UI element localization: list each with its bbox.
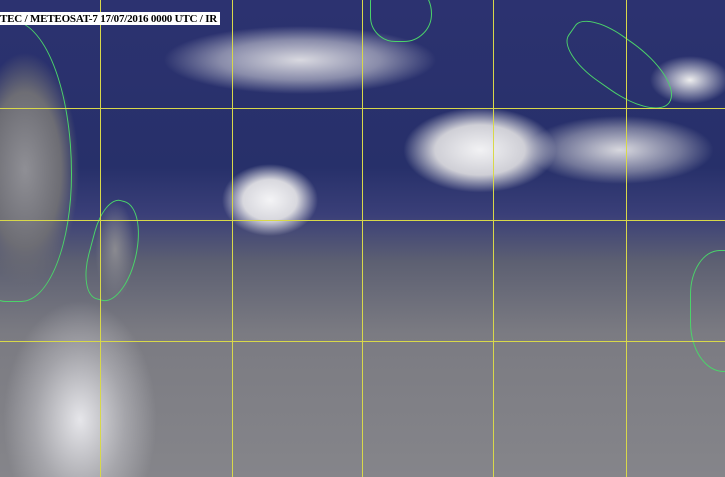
grid-line [100,0,101,477]
india-coastline [370,0,432,42]
grid-line [0,341,725,342]
grid-line [493,0,494,477]
africa-coastline [0,20,72,302]
grid-line [626,0,627,477]
grid-line [0,108,725,109]
indonesia-coastline [556,9,686,123]
grid-line [0,220,725,221]
australia-coastline [690,250,725,372]
grid-line [362,0,363,477]
grid-line [232,0,233,477]
image-caption: TEC / METEOSAT-7 17/07/2016 0000 UTC / I… [0,12,221,25]
madagascar-coastline [77,195,150,307]
